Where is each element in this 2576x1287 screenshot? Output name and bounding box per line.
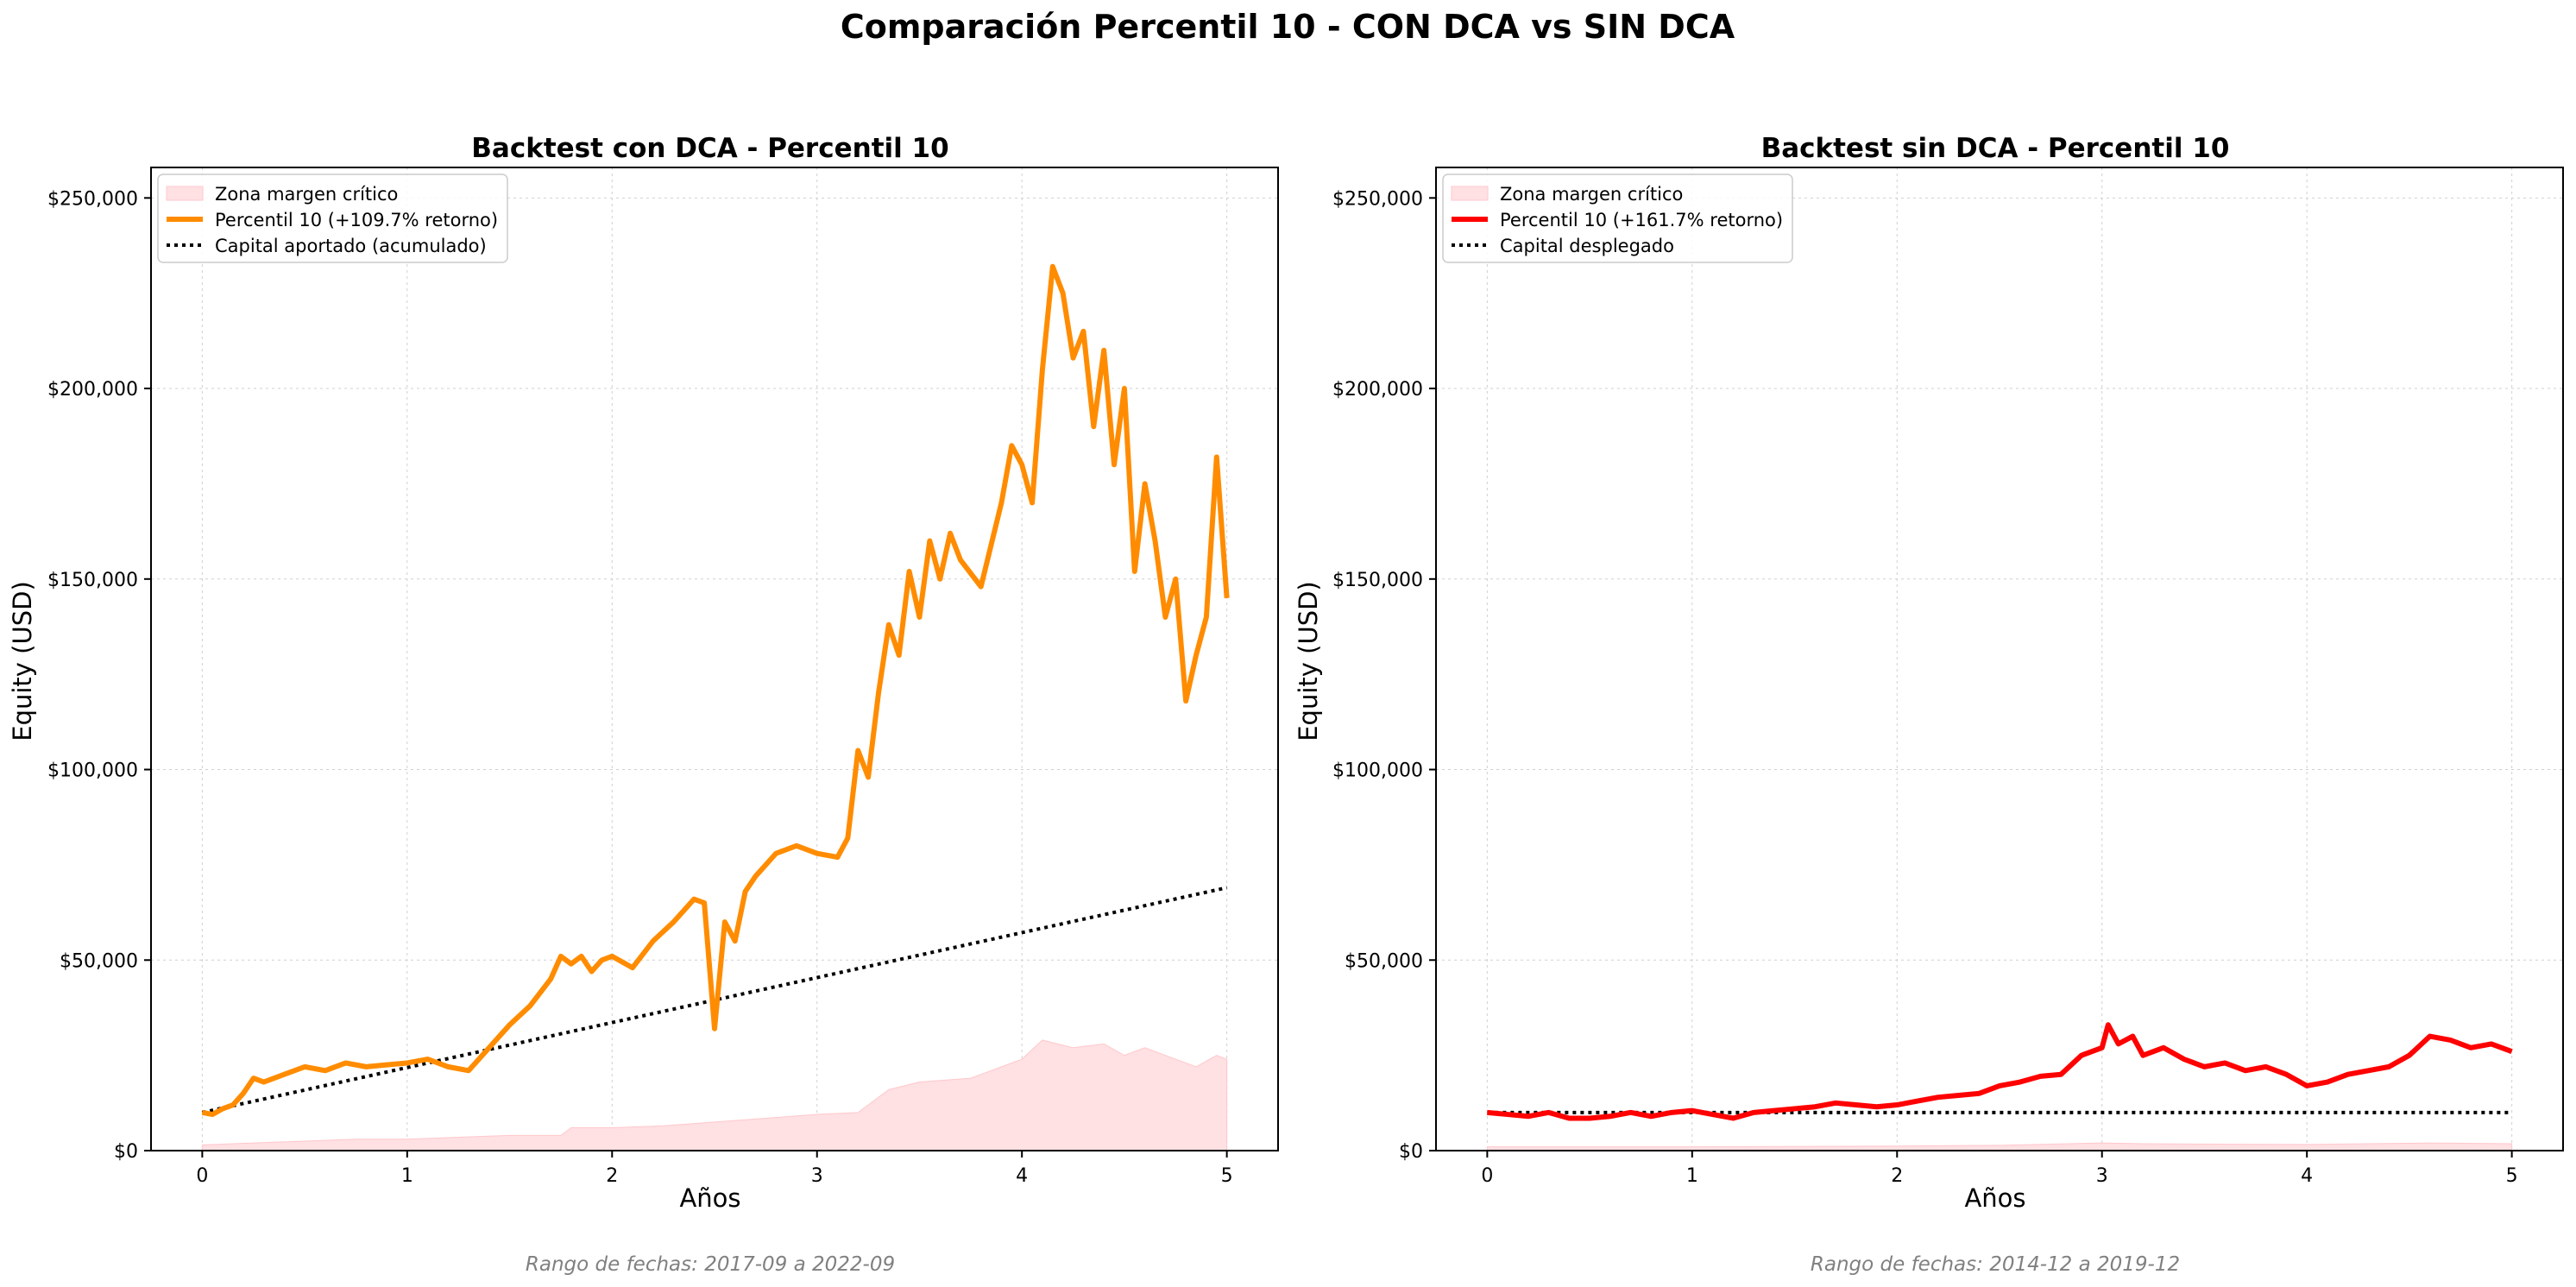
chart-title: Backtest con DCA - Percentil 10 xyxy=(471,133,948,164)
y-tick-label: $150,000 xyxy=(1332,570,1423,591)
y-tick-label: $250,000 xyxy=(1332,188,1423,210)
x-tick-label: 2 xyxy=(606,1165,618,1187)
legend-entry-label: Capital aportado (acumulado) xyxy=(215,236,487,256)
x-tick-label: 5 xyxy=(2506,1165,2518,1187)
legend-swatch-margin xyxy=(1451,186,1489,201)
legend-entry-label: Percentil 10 (+109.7% retorno) xyxy=(215,210,498,230)
figure-suptitle: Comparación Percentil 10 - CON DCA vs SI… xyxy=(841,8,1735,46)
x-tick-label: 3 xyxy=(2096,1165,2108,1187)
axes-frame xyxy=(150,167,1279,1151)
x-tick-label: 4 xyxy=(2301,1165,2313,1187)
y-tick-label: $250,000 xyxy=(47,188,138,210)
y-axis-label: Equity (USD) xyxy=(8,581,37,741)
chart-title: Backtest sin DCA - Percentil 10 xyxy=(1761,133,2230,164)
y-tick-label: $200,000 xyxy=(47,379,138,401)
chart-panel-dca: Backtest con DCA - Percentil 10 Años Equ… xyxy=(8,133,1279,1276)
legend-entry-label: Percentil 10 (+161.7% retorno) xyxy=(1500,210,1783,230)
plot-area xyxy=(1436,167,2563,1151)
x-tick-label: 3 xyxy=(811,1165,823,1187)
plot-area xyxy=(151,167,1278,1151)
y-tick-label: $200,000 xyxy=(1332,379,1423,401)
legend-swatch-margin xyxy=(166,186,204,201)
x-tick-label: 1 xyxy=(1686,1165,1698,1187)
legend-entry-label: Zona margen crítico xyxy=(215,184,398,205)
y-tick-label: $150,000 xyxy=(47,570,138,591)
legend-box xyxy=(1442,173,1793,263)
x-tick-label: 0 xyxy=(196,1165,208,1187)
y-tick-label: $50,000 xyxy=(1345,950,1423,972)
legend-entry-label: Zona margen crítico xyxy=(1500,184,1683,205)
y-axis-label: Equity (USD) xyxy=(1294,581,1323,741)
x-tick-label: 5 xyxy=(1221,1165,1233,1187)
legend-entry-label: Capital desplegado xyxy=(1500,236,1674,256)
y-tick-label: $100,000 xyxy=(47,760,138,782)
axes-frame xyxy=(1435,167,2564,1151)
y-tick-label: $0 xyxy=(114,1141,138,1163)
x-axis-label: Años xyxy=(1964,1183,2025,1213)
y-tick-label: $50,000 xyxy=(60,950,138,972)
x-tick-label: 1 xyxy=(401,1165,413,1187)
y-tick-label: $100,000 xyxy=(1332,760,1423,782)
y-tick-label: $0 xyxy=(1399,1141,1423,1163)
date-range-footer: Rango de fechas: 2017-09 a 2022-09 xyxy=(526,1253,895,1276)
chart-panel-nodca: Backtest sin DCA - Percentil 10 Años Equ… xyxy=(1294,133,2564,1276)
x-tick-label: 0 xyxy=(1481,1165,1493,1187)
x-axis-label: Años xyxy=(679,1183,740,1213)
x-tick-label: 2 xyxy=(1891,1165,1903,1187)
date-range-footer: Rango de fechas: 2014-12 a 2019-12 xyxy=(1811,1253,2180,1276)
margin-zone-area xyxy=(1486,1142,2513,1151)
equity-line xyxy=(1487,1022,2513,1121)
margin-zone-area xyxy=(201,1039,1228,1151)
equity-line xyxy=(201,263,1230,1118)
legend-box xyxy=(157,173,508,263)
x-tick-label: 4 xyxy=(1016,1165,1028,1187)
